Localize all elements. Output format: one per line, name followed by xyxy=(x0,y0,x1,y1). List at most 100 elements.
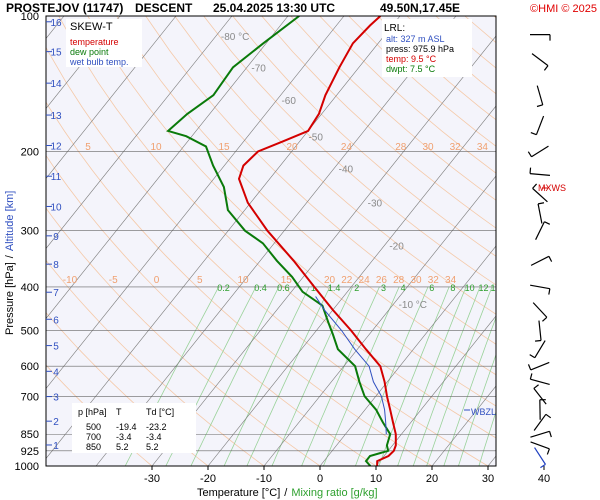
mixing-ratio-label: 20 xyxy=(519,283,529,293)
table-cell: 850 xyxy=(86,442,101,452)
wind-barb-flag xyxy=(533,384,539,389)
wind-barb-staff xyxy=(530,430,550,438)
x-tick-label: -30 xyxy=(144,473,160,485)
isotherm-line xyxy=(319,245,496,466)
altitude-tick-label: 4 xyxy=(53,367,59,378)
wind-barb-staff xyxy=(530,378,550,385)
pressure-tick-label: 600 xyxy=(21,361,39,373)
isotherm-line xyxy=(375,315,496,466)
isotherm-label: -30 xyxy=(368,198,383,209)
wind-barb-flag xyxy=(535,339,542,342)
x-tick-label: -20 xyxy=(200,473,216,485)
theta-label: 5 xyxy=(197,275,203,286)
wind-barb-flag xyxy=(548,288,551,295)
isotherm-label: -20 xyxy=(389,241,404,252)
lrl-alt: alt: 327 m ASL xyxy=(386,34,445,44)
y-axis-pressure-label: Pressure [hPa] xyxy=(4,262,16,335)
altitude-tick-label: 10 xyxy=(50,202,62,213)
theta-label: 30 xyxy=(410,275,422,286)
wind-barb-staff xyxy=(533,388,547,405)
isotherm-label: -40 xyxy=(339,165,354,176)
theta-label: 10 xyxy=(150,142,162,153)
altitude-tick-label: 12 xyxy=(50,142,62,153)
isotherm-line xyxy=(46,16,401,459)
isotherm-line xyxy=(263,175,496,466)
isotherm-line xyxy=(431,385,496,466)
data-table-content: p [hPa] T Td [°C] 500 -19.4 -23.2 700 -3.4 -3.4 8… xyxy=(78,407,174,452)
wind-barb-staff xyxy=(530,284,550,290)
mixing-ratio-label: 4 xyxy=(401,283,406,293)
wbzl-label: WBZL xyxy=(471,407,496,417)
dry-adiabat xyxy=(261,16,496,229)
pressure-tick-label: 300 xyxy=(21,226,39,238)
theta-label: 20 xyxy=(286,142,298,153)
table-cell: -3.4 xyxy=(116,432,132,442)
lrl-dwpt: dwpt: 7.5 °C xyxy=(386,64,436,74)
isotherm-line xyxy=(46,16,345,389)
table-cell: -19.4 xyxy=(116,422,137,432)
x-axis-mixing-label: Mixing ratio [g/kg] xyxy=(291,487,377,499)
table-cell: 700 xyxy=(86,432,101,442)
wind-barb-flag xyxy=(543,65,549,71)
plot-area xyxy=(46,16,496,466)
theta-label: 32 xyxy=(450,142,462,153)
altitude-tick-label: 3 xyxy=(53,393,59,404)
table-cell: -3.4 xyxy=(146,432,162,442)
theta-label: 15 xyxy=(281,275,293,286)
dry-adiabat xyxy=(174,16,496,315)
altitude-tick-label: 6 xyxy=(53,315,59,326)
wind-barb-staff xyxy=(531,145,549,158)
axis-ticks: 1002003004005006007008509251000123456789… xyxy=(15,11,551,485)
legend-title: SKEW-T xyxy=(70,21,113,33)
isotherm-line xyxy=(487,455,496,466)
legend-wetbulb: wet bulb temp. xyxy=(69,57,129,67)
mixing-ratio-label: 6 xyxy=(429,283,434,293)
isotherm-line xyxy=(207,105,496,466)
altitude-tick-label: 5 xyxy=(53,342,59,353)
lrl-press: press: 975.9 hPa xyxy=(386,44,454,54)
mixing-ratio-label: 3 xyxy=(381,283,386,293)
isotherm-line xyxy=(46,16,177,179)
wind-barb-staff xyxy=(536,85,544,106)
theta-label: 24 xyxy=(359,275,371,286)
altitude-tick-label: 16 xyxy=(50,18,62,29)
theta-label: 32 xyxy=(428,275,440,286)
table-cell: 5.2 xyxy=(116,442,129,452)
data-table xyxy=(72,403,196,453)
pressure-tick-label: 400 xyxy=(21,282,39,294)
altitude-tick-label: 11 xyxy=(51,172,62,183)
plot-frame xyxy=(45,15,497,467)
table-header-cell: Td [°C] xyxy=(146,407,174,417)
theta-label: 0 xyxy=(154,275,160,286)
dry-adiabat xyxy=(116,16,496,376)
table-header-cell: T xyxy=(116,407,122,417)
mixing-ratio-label: 8 xyxy=(450,283,455,293)
mixing-ratio-label: 17 xyxy=(506,283,516,293)
y-axis-title: Pressure [hPa] / Altitude [km] xyxy=(4,191,16,335)
mixing-ratio-label: 1 xyxy=(311,283,316,293)
isotherm-line xyxy=(46,16,233,249)
y-axis-separator: / xyxy=(4,254,16,258)
wind-barb-flag xyxy=(542,316,548,322)
mixing-ratio-label: 0.2 xyxy=(217,283,230,293)
theta-label: 26 xyxy=(376,275,388,286)
wind-barb-staff xyxy=(534,340,546,359)
isotherm-label: -80 °C xyxy=(221,32,249,43)
mixing-ratio-label: 0.4 xyxy=(254,283,267,293)
theta-label: 10 xyxy=(237,275,249,286)
theta-label: 28 xyxy=(395,142,407,153)
theta-label: 22 xyxy=(341,275,353,286)
isotherm-label: -10 °C xyxy=(399,300,427,311)
dry-adiabat xyxy=(290,16,496,201)
isotherm-label: -70 xyxy=(251,64,266,75)
isotherm-line xyxy=(544,16,600,466)
y-axis-altitude-label: Altitude [km] xyxy=(4,191,16,252)
wind-barb-staff xyxy=(532,302,548,318)
x-tick-label: 40 xyxy=(538,473,550,485)
wind-barb-flag xyxy=(548,256,553,262)
wind-barb-staff xyxy=(537,203,543,224)
table-cell: 500 xyxy=(86,422,101,432)
x-tick-label: 10 xyxy=(370,473,382,485)
isotherm-line xyxy=(151,35,496,466)
mxws-label: MXWS xyxy=(538,183,566,193)
